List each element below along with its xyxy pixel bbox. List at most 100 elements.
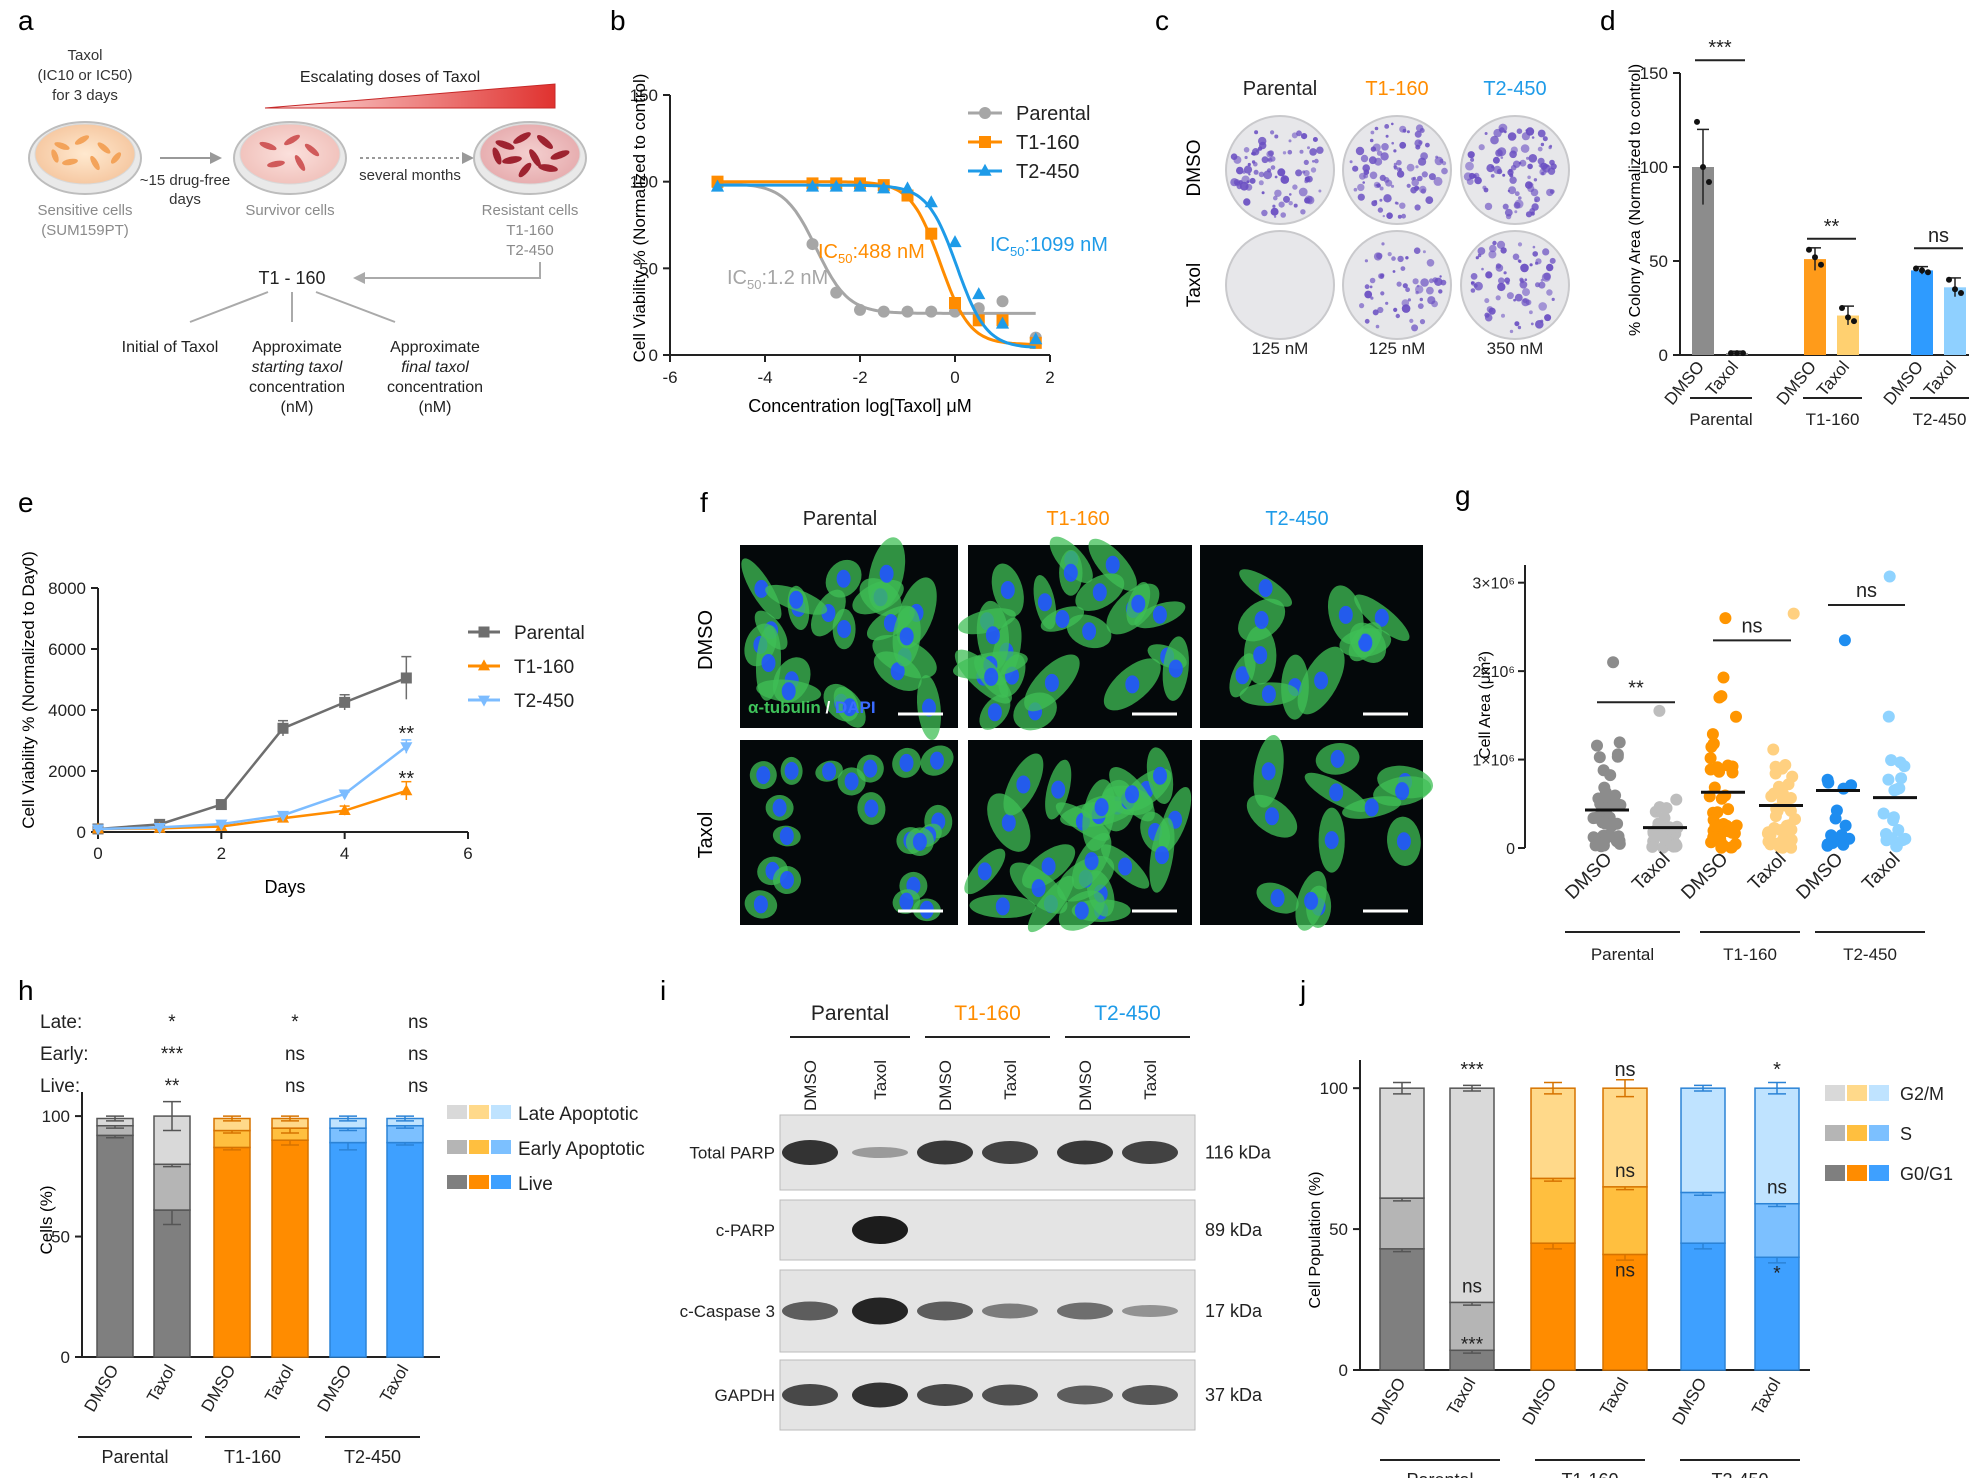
colony [1282,151,1287,155]
colony [1413,247,1421,254]
colony [1495,295,1501,301]
colony [1492,240,1497,246]
bar-segment-G0/G1 [1602,1253,1648,1371]
significance-mark: * [168,1012,176,1033]
colony [1414,139,1422,147]
bar-segment-Live [96,1134,134,1358]
colony [1391,256,1396,261]
bar-segment-Live [213,1146,251,1358]
y-tick-label: 50 [1329,1220,1348,1239]
colony [1289,193,1292,196]
cell-nucleus [1074,901,1089,920]
cell-point [1883,570,1896,583]
legend-swatch [469,1175,489,1189]
colony [1234,181,1241,187]
x-tick-label: -4 [757,368,772,387]
stain-dapi: DAPI [835,698,876,717]
cell-nucleus [756,766,771,785]
category-label: Taxol [1628,849,1674,895]
fit-curve-T2-450 [717,183,1036,349]
colony [1419,297,1424,302]
panel-b-dose-response: -6 -4 -2 0 2 0 50 100 150 Cell Viability % (Norm… [630,74,1108,416]
blot-protein-label: GAPDH [715,1386,775,1405]
colony [1399,202,1406,209]
escalating-label: Escalating doses of Taxol [300,69,480,86]
colony [1548,145,1552,150]
category-label: Taxol [1596,1375,1632,1419]
colony [1375,324,1380,329]
cell-nucleus [1324,831,1339,850]
colony [1496,240,1506,249]
colony [1312,160,1315,163]
colony [1371,200,1378,207]
colony [1475,256,1479,260]
cell-nucleus [899,753,914,772]
data-point-T1-160 [949,297,961,309]
colony [1522,288,1530,297]
group-label: T2-450 [1913,410,1967,429]
colony [1434,156,1444,166]
x-tick-label: 2 [1045,368,1054,387]
initial-taxol-label: Initial of Taxol [122,339,219,356]
cell-point [1604,769,1617,782]
colony [1420,152,1428,161]
data-point-T2-450 [853,179,867,192]
cell-point [1596,816,1609,829]
legend-label: G0/G1 [1900,1164,1953,1184]
panel-letter-d: d [1600,5,1616,36]
fit-curve-T1-160 [717,180,1036,346]
replicate-point [1694,118,1700,125]
colony [1531,136,1535,139]
significance-mark: ns [1615,1161,1635,1182]
data-point-Parental [400,672,412,684]
cell-nucleus [844,772,859,791]
colony [1299,149,1304,154]
cell-nucleus [842,698,857,717]
category-label: DMSO [1792,849,1847,904]
category-label: Taxol [1858,849,1904,895]
colony [1360,154,1369,163]
colony [1499,127,1505,133]
colony [1529,263,1533,267]
panel-letters: a b c d e f g h i j [18,5,1616,1006]
replicate-point [1952,286,1958,293]
y-tick-label: 100 [630,173,658,192]
panel-f-row-taxol: Taxol [695,812,717,859]
colony [1387,252,1392,257]
cell-nucleus [1037,593,1052,612]
colony [1513,298,1516,302]
colony [1438,289,1443,294]
cell-point [1829,812,1842,825]
ic50-label-T2-450: IC50:1099 nM [990,234,1108,259]
colony [1546,164,1549,168]
replicate-point [1839,305,1845,311]
colony [1414,130,1422,138]
colony [1481,267,1484,271]
replicate-point [1845,314,1851,321]
colony [1468,172,1476,180]
y-tick-label: 2000 [48,762,86,781]
data-point-T2-450 [829,179,843,192]
significance-t1: ** [399,768,415,790]
colony [1307,146,1310,150]
ic50-subscript: 50 [838,251,852,266]
colony [1426,259,1435,267]
cell-nucleus [899,627,914,646]
replicate-point [1958,289,1964,296]
significance-row-label: Early: [40,1044,89,1065]
cell-nucleus [922,698,936,717]
significance-mark: * [291,1012,299,1033]
group-label: T2-450 [1711,1470,1768,1478]
colony [1273,195,1278,201]
colony [1396,159,1402,166]
x-tick-label: -6 [662,368,677,387]
replicate-point [1728,350,1734,357]
colony [1514,210,1518,214]
blot-membrane [779,1269,1196,1353]
legend-label: S [1900,1124,1912,1144]
colony [1251,152,1255,156]
significance-mark: ns [408,1044,428,1065]
colony [1291,132,1298,139]
significance-t2: ** [399,723,415,745]
